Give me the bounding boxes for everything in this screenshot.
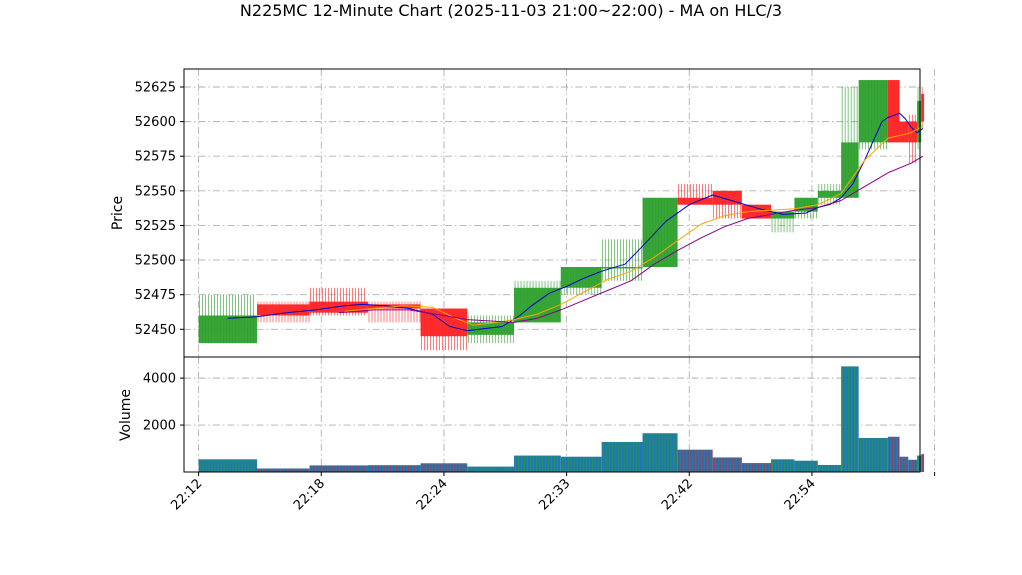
volume-bar — [257, 468, 310, 472]
volume-bar-fill — [677, 449, 713, 472]
candle-down — [921, 87, 925, 129]
price-axis-label: Price — [110, 196, 126, 230]
candle-body — [560, 267, 602, 288]
price-tick-label: 52550 — [135, 184, 176, 199]
moving-average-line — [344, 125, 924, 326]
volume-bar — [677, 449, 713, 472]
candle-body — [642, 197, 678, 267]
volume-bar — [899, 456, 909, 472]
volume-bar-fill — [794, 460, 818, 472]
candle-body — [771, 211, 795, 219]
volume-bar-fill — [309, 465, 368, 472]
candle-body — [467, 322, 515, 335]
volume-bar — [858, 437, 888, 472]
candle-up — [841, 87, 859, 198]
price-tick-label: 52600 — [135, 115, 176, 130]
volume-bar — [514, 455, 561, 472]
volume-bar — [921, 454, 925, 472]
price-y-axis: 52450 52475 52500 52525 52550 52575 52600 52625 — [135, 81, 184, 338]
candle-body — [858, 80, 888, 143]
volume-bar-fill — [917, 455, 922, 472]
candle-body — [677, 197, 713, 205]
volume-bar — [908, 459, 918, 472]
candle-body — [917, 100, 922, 143]
volume-y-axis: 2000 4000 — [143, 372, 184, 434]
price-tick-label: 52475 — [135, 288, 176, 303]
volume-bar-fill — [841, 366, 859, 472]
chart-title: N225MC 12-Minute Chart (2025-11-03 21:00… — [240, 1, 782, 20]
candle-body — [921, 93, 925, 122]
moving-average-line — [227, 112, 924, 332]
volume-axis-label: Volume — [118, 389, 134, 441]
candle-up — [642, 197, 678, 267]
candle-body — [817, 190, 842, 198]
candle-up — [858, 80, 888, 150]
volume-bar — [917, 455, 922, 472]
volume-bar-fill — [817, 464, 842, 472]
volume-bar — [467, 466, 515, 472]
candle-body — [514, 287, 561, 323]
volume-bar-fill — [514, 455, 561, 472]
volume-bar — [368, 465, 421, 472]
volume-bar — [817, 464, 842, 472]
volume-bar — [887, 436, 900, 472]
candle-body — [309, 301, 368, 313]
volume-axes-frame — [183, 356, 921, 473]
volume-tick-label: 4000 — [143, 372, 176, 387]
price-tick-label: 52525 — [135, 219, 176, 234]
volume-bar-fill — [771, 459, 795, 472]
candle-up — [917, 87, 922, 150]
candle-body — [741, 204, 772, 219]
volume-grid — [184, 357, 936, 472]
volume-bar-fill — [741, 463, 772, 472]
candle-body — [257, 304, 310, 316]
volume-bar — [771, 459, 795, 472]
volume-bar — [601, 441, 643, 472]
candle-up — [771, 211, 795, 233]
candle-body — [601, 267, 643, 269]
candle-up — [601, 239, 643, 281]
candle-up — [467, 315, 515, 344]
volume-bar-fill — [368, 465, 421, 472]
candle-body — [899, 121, 909, 143]
volume-bar-fill — [420, 463, 468, 472]
candle-up — [560, 267, 602, 295]
volume-bar — [794, 460, 818, 472]
candle-up — [198, 294, 258, 344]
volume-bar — [841, 366, 859, 472]
moving-average-line — [338, 155, 924, 323]
volume-panel: 2000 4000 Volume — [118, 356, 936, 473]
price-panel: 52450 52475 52500 52525 52550 52575 52600 52625… — [110, 68, 936, 358]
volume-bar — [309, 465, 368, 472]
candle-up — [514, 280, 561, 323]
volume-bar-fill — [467, 466, 515, 472]
moving-average-lines — [227, 112, 924, 332]
volume-bar-fill — [642, 433, 678, 472]
volume-tick-label: 2000 — [143, 419, 176, 434]
candle-body — [841, 142, 859, 198]
volume-bar — [420, 463, 468, 472]
price-tick-label: 52450 — [135, 323, 176, 338]
candle-down — [899, 121, 909, 143]
volume-bar-fill — [887, 436, 900, 472]
price-grid — [184, 69, 936, 357]
volume-bar — [560, 456, 602, 472]
price-tick-label: 52625 — [135, 81, 176, 96]
volume-bar — [198, 459, 258, 472]
volume-bars — [198, 366, 925, 472]
candle-body — [198, 315, 258, 344]
candle-down — [887, 80, 900, 143]
candle-body — [887, 80, 900, 143]
price-tick-label: 52500 — [135, 254, 176, 269]
volume-bar-fill — [257, 468, 310, 472]
volume-bar — [642, 433, 678, 472]
price-tick-label: 52575 — [135, 150, 176, 165]
volume-bar — [741, 463, 772, 472]
volume-bar — [712, 457, 742, 472]
